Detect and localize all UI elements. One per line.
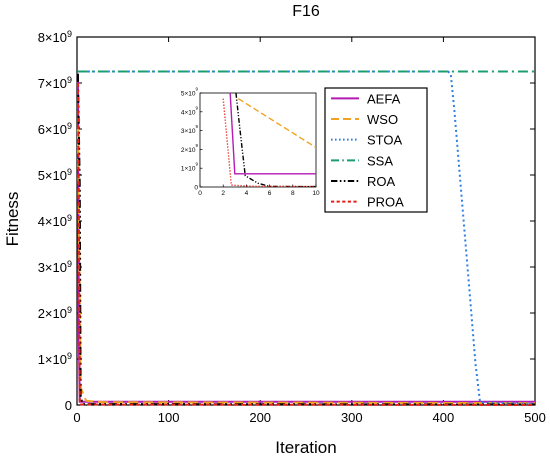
x-axis-label: Iteration: [275, 438, 336, 457]
series-line-roa: [76, 73, 536, 406]
y-tick-label: 5×109: [38, 167, 72, 183]
inset-x-tick-label: 8: [291, 190, 295, 197]
legend: AEFA WSO STOA SSA ROA PROA: [324, 87, 428, 213]
x-tick-label: 500: [524, 410, 546, 425]
y-tick-label: 0: [65, 398, 72, 413]
chart-title: F16: [292, 3, 320, 20]
legend-label-stoa: STOA: [367, 133, 402, 148]
x-tick-label: 100: [158, 410, 180, 425]
series-line-stoa: [77, 70, 536, 406]
y-tick-label: 7×109: [38, 75, 72, 91]
inset-x-tick-label: 0: [198, 190, 202, 197]
inset-x-tick-label: 2: [221, 190, 225, 197]
x-tick-label: 300: [341, 410, 363, 425]
inset-x-tick-label: 6: [268, 190, 272, 197]
x-tick-label: 0: [73, 410, 80, 425]
inset-y-tick-label: 5×109: [181, 87, 199, 98]
inset-y-tick-label: 3×109: [181, 124, 199, 135]
x-tick-label: 200: [249, 410, 271, 425]
legend-label-wso: WSO: [367, 112, 398, 127]
y-tick-label: 8×109: [38, 29, 72, 45]
inset-series-line-proa: [222, 98, 316, 187]
inset-zoom-plot: 0 2 4 6 8 10 0 1×109 2×109 3×109 4×109 5×109: [181, 87, 320, 198]
x-tick-label: 400: [433, 410, 455, 425]
y-tick-label: 6×109: [38, 121, 72, 137]
legend-box: [324, 87, 428, 213]
inset-x-tick-label: 10: [312, 190, 320, 197]
inset-y-tick-label: 0: [194, 185, 198, 192]
y-tick-label: 1×109: [38, 351, 72, 367]
inset-y-tick-label: 1×109: [181, 162, 199, 173]
legend-label-proa: PROA: [367, 195, 404, 210]
inset-x-tick-label: 4: [245, 190, 249, 197]
inset-frame: [199, 92, 317, 188]
main-plot-area: 0 100 200 300 400 50001×1092×1093×1094×1095×1…: [38, 29, 546, 425]
inset-y-tick-label: 2×109: [181, 143, 199, 154]
inset-y-tick-label: 4×109: [181, 105, 199, 116]
y-tick-label: 4×109: [38, 213, 72, 229]
y-tick-label: 3×109: [38, 259, 72, 275]
inset-series-line-wso: [237, 98, 316, 149]
y-tick-label: 2×109: [38, 305, 72, 321]
legend-label-ssa: SSA: [367, 153, 393, 168]
legend-label-aefa: AEFA: [367, 91, 401, 106]
series-line-proa: [76, 82, 536, 406]
y-axis-label: Fitness: [3, 192, 22, 247]
inset-series: [222, 93, 316, 187]
inset-series-line-aefa: [229, 93, 316, 175]
legend-label-roa: ROA: [367, 174, 396, 189]
plot-frame: [76, 36, 536, 406]
